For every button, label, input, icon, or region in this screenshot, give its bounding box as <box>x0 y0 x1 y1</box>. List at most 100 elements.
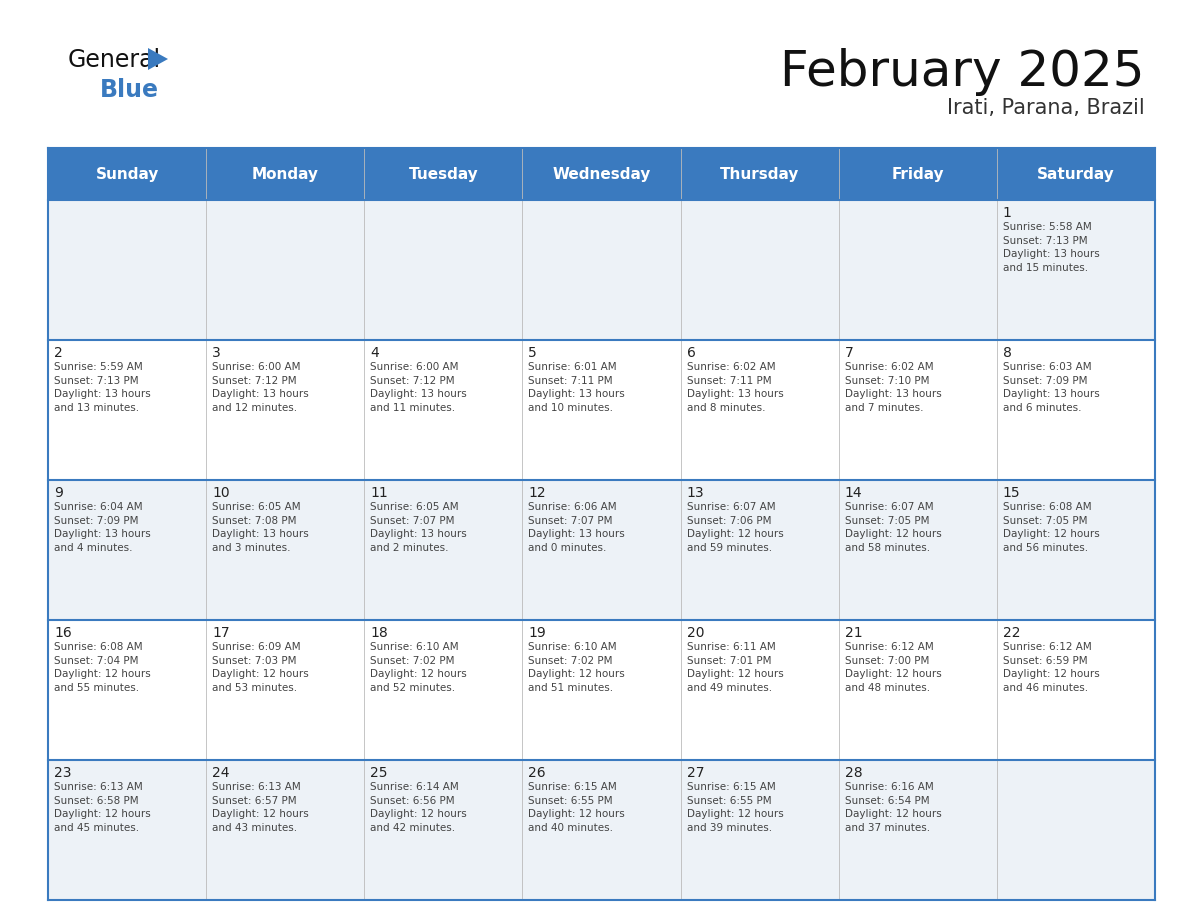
Bar <box>681 340 839 480</box>
Text: Sunrise: 6:00 AM
Sunset: 7:12 PM
Daylight: 13 hours
and 12 minutes.: Sunrise: 6:00 AM Sunset: 7:12 PM Dayligh… <box>213 362 309 413</box>
Text: General: General <box>68 48 162 72</box>
Text: 10: 10 <box>213 486 229 500</box>
Text: Sunrise: 6:02 AM
Sunset: 7:11 PM
Daylight: 13 hours
and 8 minutes.: Sunrise: 6:02 AM Sunset: 7:11 PM Dayligh… <box>687 362 783 413</box>
Bar <box>48 340 207 480</box>
Bar <box>365 620 523 760</box>
Bar <box>681 200 839 340</box>
Bar <box>523 620 681 760</box>
Text: 15: 15 <box>1003 486 1020 500</box>
Text: 9: 9 <box>53 486 63 500</box>
Text: Sunrise: 6:11 AM
Sunset: 7:01 PM
Daylight: 12 hours
and 49 minutes.: Sunrise: 6:11 AM Sunset: 7:01 PM Dayligh… <box>687 642 783 693</box>
Bar <box>48 760 207 900</box>
Text: Sunrise: 6:12 AM
Sunset: 7:00 PM
Daylight: 12 hours
and 48 minutes.: Sunrise: 6:12 AM Sunset: 7:00 PM Dayligh… <box>845 642 941 693</box>
Text: Sunrise: 6:02 AM
Sunset: 7:10 PM
Daylight: 13 hours
and 7 minutes.: Sunrise: 6:02 AM Sunset: 7:10 PM Dayligh… <box>845 362 941 413</box>
Text: Sunrise: 6:15 AM
Sunset: 6:55 PM
Daylight: 12 hours
and 39 minutes.: Sunrise: 6:15 AM Sunset: 6:55 PM Dayligh… <box>687 782 783 833</box>
Text: 20: 20 <box>687 626 704 640</box>
Text: 11: 11 <box>371 486 388 500</box>
Bar <box>207 620 365 760</box>
Bar <box>207 760 365 900</box>
Text: 13: 13 <box>687 486 704 500</box>
Text: Sunrise: 5:58 AM
Sunset: 7:13 PM
Daylight: 13 hours
and 15 minutes.: Sunrise: 5:58 AM Sunset: 7:13 PM Dayligh… <box>1003 222 1100 273</box>
Bar <box>839 200 997 340</box>
Text: Sunrise: 6:07 AM
Sunset: 7:06 PM
Daylight: 12 hours
and 59 minutes.: Sunrise: 6:07 AM Sunset: 7:06 PM Dayligh… <box>687 502 783 553</box>
Text: 16: 16 <box>53 626 71 640</box>
Text: 14: 14 <box>845 486 862 500</box>
Text: February 2025: February 2025 <box>781 48 1145 96</box>
Bar <box>48 480 207 620</box>
Text: Sunrise: 6:12 AM
Sunset: 6:59 PM
Daylight: 12 hours
and 46 minutes.: Sunrise: 6:12 AM Sunset: 6:59 PM Dayligh… <box>1003 642 1100 693</box>
Text: Sunrise: 6:14 AM
Sunset: 6:56 PM
Daylight: 12 hours
and 42 minutes.: Sunrise: 6:14 AM Sunset: 6:56 PM Dayligh… <box>371 782 467 833</box>
Text: Thursday: Thursday <box>720 166 800 182</box>
Bar <box>839 620 997 760</box>
Text: Sunrise: 6:05 AM
Sunset: 7:07 PM
Daylight: 13 hours
and 2 minutes.: Sunrise: 6:05 AM Sunset: 7:07 PM Dayligh… <box>371 502 467 553</box>
Text: 7: 7 <box>845 346 853 360</box>
Text: Tuesday: Tuesday <box>409 166 479 182</box>
Bar <box>997 480 1155 620</box>
Text: 25: 25 <box>371 766 387 780</box>
Bar <box>681 620 839 760</box>
Bar <box>523 200 681 340</box>
Text: 5: 5 <box>529 346 537 360</box>
Bar <box>997 340 1155 480</box>
Bar <box>365 480 523 620</box>
Text: 1: 1 <box>1003 206 1012 220</box>
Bar <box>523 760 681 900</box>
Bar <box>997 760 1155 900</box>
Text: Sunrise: 6:07 AM
Sunset: 7:05 PM
Daylight: 12 hours
and 58 minutes.: Sunrise: 6:07 AM Sunset: 7:05 PM Dayligh… <box>845 502 941 553</box>
Text: Sunrise: 6:16 AM
Sunset: 6:54 PM
Daylight: 12 hours
and 37 minutes.: Sunrise: 6:16 AM Sunset: 6:54 PM Dayligh… <box>845 782 941 833</box>
Text: 26: 26 <box>529 766 546 780</box>
Bar <box>997 620 1155 760</box>
Text: Saturday: Saturday <box>1037 166 1114 182</box>
Text: Sunrise: 6:04 AM
Sunset: 7:09 PM
Daylight: 13 hours
and 4 minutes.: Sunrise: 6:04 AM Sunset: 7:09 PM Dayligh… <box>53 502 151 553</box>
Text: Sunrise: 6:08 AM
Sunset: 7:05 PM
Daylight: 12 hours
and 56 minutes.: Sunrise: 6:08 AM Sunset: 7:05 PM Dayligh… <box>1003 502 1100 553</box>
Text: 2: 2 <box>53 346 63 360</box>
Bar <box>839 340 997 480</box>
Bar <box>681 480 839 620</box>
Text: 6: 6 <box>687 346 695 360</box>
Text: 8: 8 <box>1003 346 1012 360</box>
Bar <box>523 480 681 620</box>
Text: 27: 27 <box>687 766 704 780</box>
Bar <box>365 340 523 480</box>
Text: 3: 3 <box>213 346 221 360</box>
Text: 28: 28 <box>845 766 862 780</box>
Bar <box>839 760 997 900</box>
Text: 19: 19 <box>529 626 546 640</box>
Text: Irati, Parana, Brazil: Irati, Parana, Brazil <box>947 98 1145 118</box>
Bar <box>365 200 523 340</box>
Bar <box>365 760 523 900</box>
Text: Friday: Friday <box>891 166 944 182</box>
Bar <box>523 340 681 480</box>
Text: 17: 17 <box>213 626 229 640</box>
Text: Sunrise: 6:10 AM
Sunset: 7:02 PM
Daylight: 12 hours
and 52 minutes.: Sunrise: 6:10 AM Sunset: 7:02 PM Dayligh… <box>371 642 467 693</box>
Text: Sunrise: 6:03 AM
Sunset: 7:09 PM
Daylight: 13 hours
and 6 minutes.: Sunrise: 6:03 AM Sunset: 7:09 PM Dayligh… <box>1003 362 1100 413</box>
Text: Sunrise: 6:00 AM
Sunset: 7:12 PM
Daylight: 13 hours
and 11 minutes.: Sunrise: 6:00 AM Sunset: 7:12 PM Dayligh… <box>371 362 467 413</box>
Text: Sunrise: 6:13 AM
Sunset: 6:58 PM
Daylight: 12 hours
and 45 minutes.: Sunrise: 6:13 AM Sunset: 6:58 PM Dayligh… <box>53 782 151 833</box>
Text: Sunrise: 6:01 AM
Sunset: 7:11 PM
Daylight: 13 hours
and 10 minutes.: Sunrise: 6:01 AM Sunset: 7:11 PM Dayligh… <box>529 362 625 413</box>
Text: Sunrise: 6:05 AM
Sunset: 7:08 PM
Daylight: 13 hours
and 3 minutes.: Sunrise: 6:05 AM Sunset: 7:08 PM Dayligh… <box>213 502 309 553</box>
Bar <box>839 480 997 620</box>
Bar <box>681 760 839 900</box>
Text: Sunrise: 6:15 AM
Sunset: 6:55 PM
Daylight: 12 hours
and 40 minutes.: Sunrise: 6:15 AM Sunset: 6:55 PM Dayligh… <box>529 782 625 833</box>
Text: Sunrise: 5:59 AM
Sunset: 7:13 PM
Daylight: 13 hours
and 13 minutes.: Sunrise: 5:59 AM Sunset: 7:13 PM Dayligh… <box>53 362 151 413</box>
Text: 24: 24 <box>213 766 229 780</box>
Text: Sunrise: 6:10 AM
Sunset: 7:02 PM
Daylight: 12 hours
and 51 minutes.: Sunrise: 6:10 AM Sunset: 7:02 PM Dayligh… <box>529 642 625 693</box>
Text: Monday: Monday <box>252 166 318 182</box>
Text: Sunday: Sunday <box>95 166 159 182</box>
Polygon shape <box>148 48 168 70</box>
Text: 22: 22 <box>1003 626 1020 640</box>
Text: Sunrise: 6:09 AM
Sunset: 7:03 PM
Daylight: 12 hours
and 53 minutes.: Sunrise: 6:09 AM Sunset: 7:03 PM Dayligh… <box>213 642 309 693</box>
Bar <box>48 620 207 760</box>
Text: 21: 21 <box>845 626 862 640</box>
Text: 12: 12 <box>529 486 546 500</box>
Text: Sunrise: 6:06 AM
Sunset: 7:07 PM
Daylight: 13 hours
and 0 minutes.: Sunrise: 6:06 AM Sunset: 7:07 PM Dayligh… <box>529 502 625 553</box>
Bar <box>997 200 1155 340</box>
Text: Wednesday: Wednesday <box>552 166 651 182</box>
Text: Sunrise: 6:13 AM
Sunset: 6:57 PM
Daylight: 12 hours
and 43 minutes.: Sunrise: 6:13 AM Sunset: 6:57 PM Dayligh… <box>213 782 309 833</box>
Text: Sunrise: 6:08 AM
Sunset: 7:04 PM
Daylight: 12 hours
and 55 minutes.: Sunrise: 6:08 AM Sunset: 7:04 PM Dayligh… <box>53 642 151 693</box>
Bar <box>207 340 365 480</box>
Text: 23: 23 <box>53 766 71 780</box>
Text: 18: 18 <box>371 626 388 640</box>
Bar <box>48 200 207 340</box>
Text: Blue: Blue <box>100 78 159 102</box>
